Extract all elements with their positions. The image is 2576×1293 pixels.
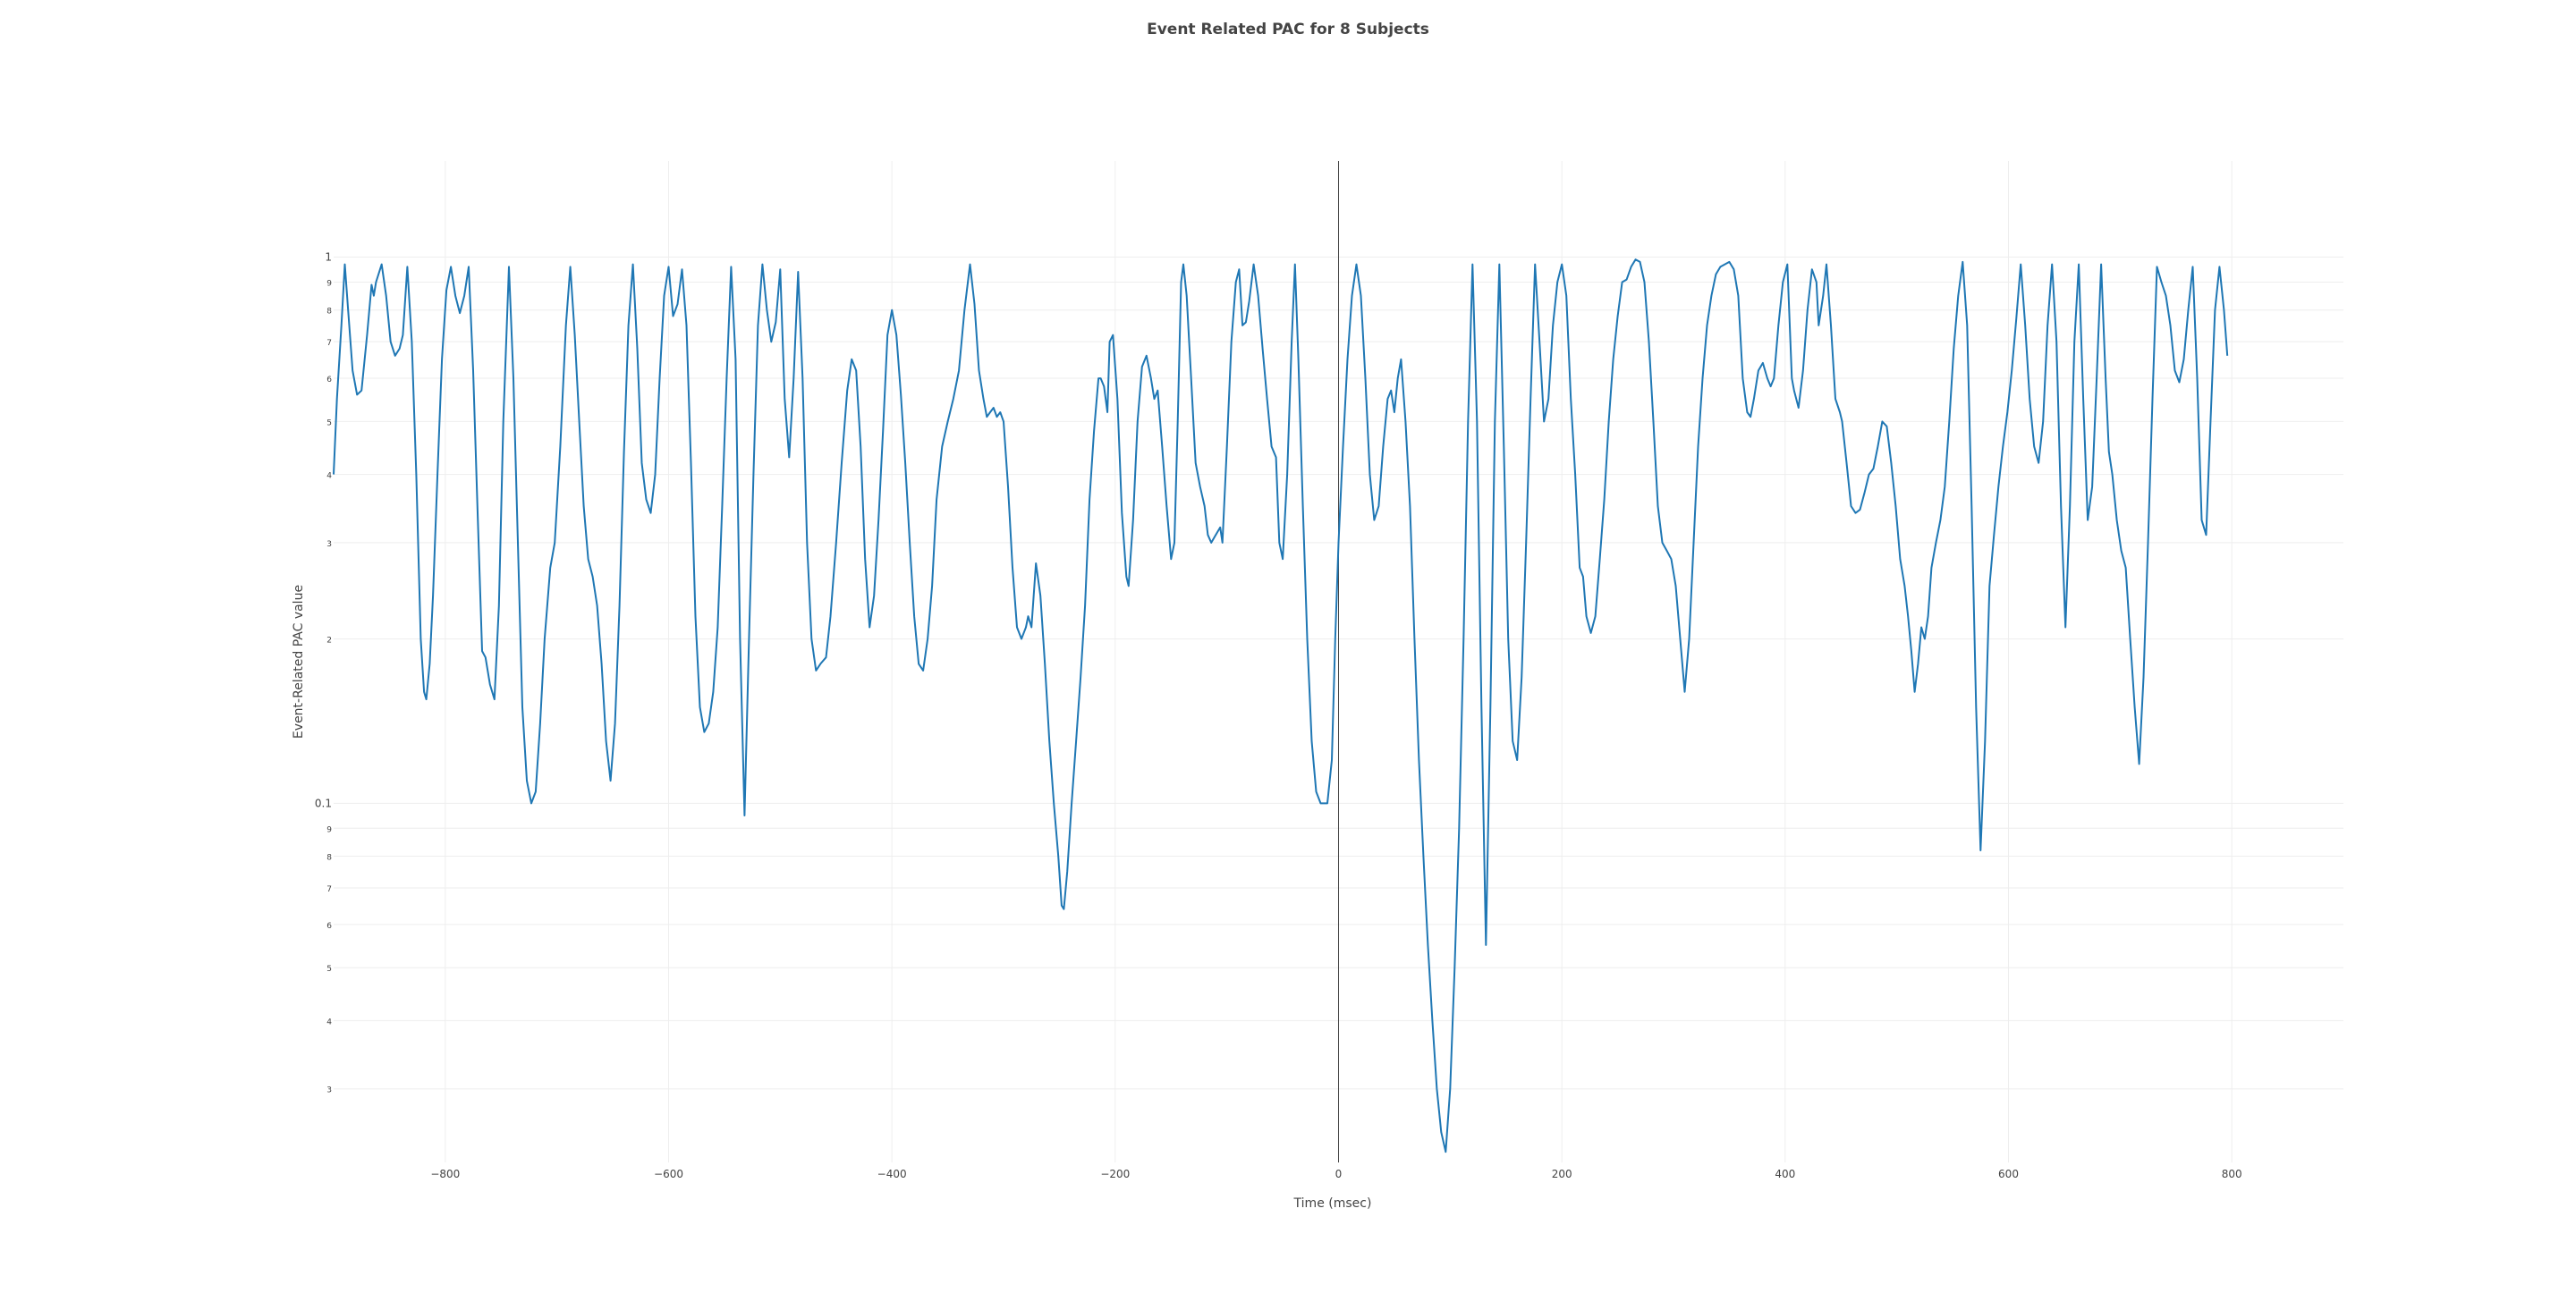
y-tick-label: 1 xyxy=(325,251,332,264)
x-tick-label: 0 xyxy=(1335,1168,1343,1180)
x-tick-label: 600 xyxy=(1998,1168,2019,1180)
x-tick-label: −800 xyxy=(430,1168,460,1180)
y-tick-label: 5 xyxy=(326,418,332,427)
y-tick-label: 3 xyxy=(326,1086,332,1095)
chart-title: Event Related PAC for 8 Subjects xyxy=(1147,21,1429,38)
y-tick-label: 9 xyxy=(326,825,332,834)
y-tick-label: 4 xyxy=(326,1018,332,1027)
y-tick-label: 2 xyxy=(326,636,332,645)
y-tick-label: 7 xyxy=(326,339,332,348)
y-tick-label: 8 xyxy=(326,308,332,317)
x-tick-label: 200 xyxy=(1552,1168,1572,1180)
y-axis-title: Event-Related PAC value xyxy=(292,585,306,739)
y-tick-label: 3 xyxy=(326,540,332,549)
x-tick-label: 400 xyxy=(1775,1168,1795,1180)
series-layer xyxy=(333,258,2229,1154)
x-tick-label: −200 xyxy=(1100,1168,1130,1180)
x-tick-label: −600 xyxy=(654,1168,683,1180)
y-tick-label: 9 xyxy=(326,280,332,289)
x-axis-title: Time (msec) xyxy=(1293,1196,1372,1211)
y-tick-label: 7 xyxy=(326,885,332,894)
x-axis-ticks: −800 −600 −400 −200 0 200 400 600 800 xyxy=(430,1168,2241,1180)
y-tick-label: 6 xyxy=(326,376,332,385)
y-tick-label: 4 xyxy=(326,472,332,481)
x-tick-label: −400 xyxy=(877,1168,907,1180)
y-tick-label: 8 xyxy=(326,854,332,863)
y-tick-label: 0.1 xyxy=(315,797,332,809)
y-tick-label: 5 xyxy=(326,965,332,974)
y-axis-ticks: 1 9 8 7 6 5 4 3 2 0.1 9 8 7 6 5 4 3 xyxy=(315,251,332,1095)
x-tick-label: 800 xyxy=(2222,1168,2242,1180)
y-tick-label: 6 xyxy=(326,922,332,931)
series-line xyxy=(333,258,2229,1154)
